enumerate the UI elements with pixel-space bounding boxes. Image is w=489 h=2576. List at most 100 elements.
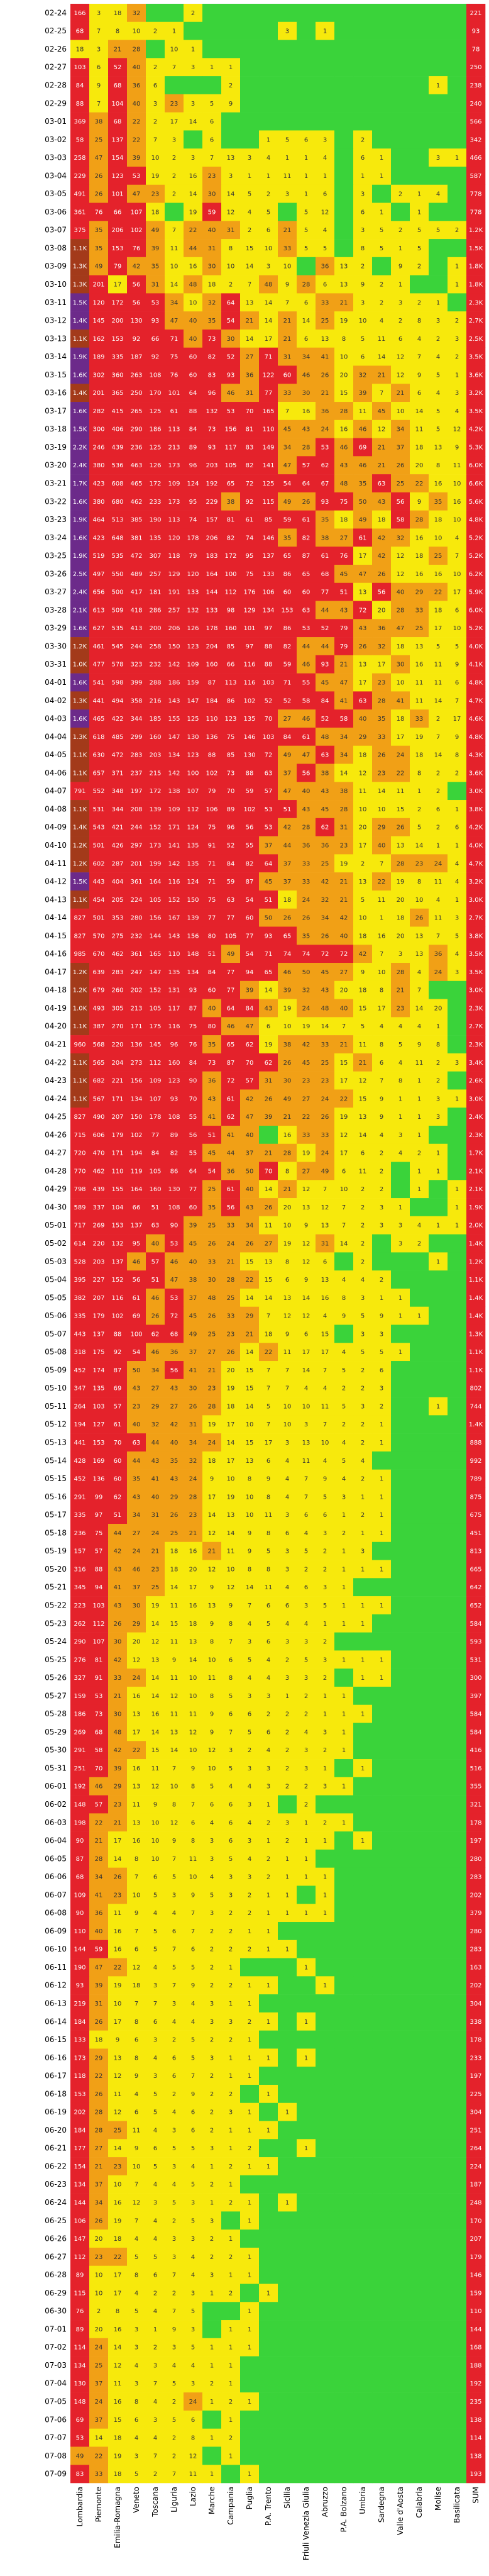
cell-value-label: 26 bbox=[378, 571, 386, 578]
cell-value-label: 91 bbox=[208, 842, 216, 849]
cell-value-label: 47 bbox=[340, 680, 348, 687]
cell-value-label: 106 bbox=[74, 2218, 85, 2224]
heatmap-cell bbox=[353, 2012, 373, 2031]
cell-value-label: 1.1K bbox=[73, 245, 87, 252]
heatmap-cell bbox=[221, 311, 241, 330]
cell-value-label: 2 bbox=[266, 1874, 270, 1881]
heatmap-cell bbox=[240, 184, 260, 203]
cell-value-label: 1 bbox=[455, 1096, 459, 1102]
cell-value-label: 4.7K bbox=[469, 697, 483, 704]
heatmap-cell bbox=[372, 1777, 392, 1796]
heatmap-cell bbox=[240, 21, 260, 40]
cell-value-label: 489 bbox=[130, 571, 142, 578]
cell-value-label: 11 bbox=[170, 1639, 179, 1646]
cell-value-label: 61 bbox=[227, 1096, 235, 1102]
heatmap-cell bbox=[448, 1777, 467, 1796]
cell-value-label: 40 bbox=[208, 1005, 216, 1012]
cell-value-label: 11 bbox=[415, 1060, 424, 1067]
cell-value-label: 584 bbox=[470, 1729, 481, 1736]
cell-value-label: 155 bbox=[111, 1186, 123, 1193]
cell-value-label: 42 bbox=[302, 1041, 310, 1048]
heatmap-cell bbox=[127, 438, 146, 457]
cell-value-label: 103 bbox=[262, 680, 274, 687]
cell-value-label: 123 bbox=[187, 643, 199, 650]
heatmap-cell bbox=[353, 1686, 373, 1706]
cell-value-label: 42 bbox=[133, 264, 141, 270]
cell-value-label: 51 bbox=[208, 951, 216, 958]
heatmap-cell bbox=[410, 419, 429, 438]
cell-value-label: 48 bbox=[189, 281, 197, 288]
heatmap-cell bbox=[297, 384, 316, 402]
heatmap-cell bbox=[70, 402, 90, 421]
cell-value-label: 10 bbox=[283, 1403, 292, 1410]
cell-value-label: 124 bbox=[187, 824, 199, 831]
cell-value-label: 134 bbox=[168, 752, 180, 759]
heatmap-cell bbox=[448, 40, 467, 58]
cell-value-label: 3 bbox=[248, 1765, 251, 1772]
cell-value-label: 40 bbox=[189, 1258, 197, 1265]
cell-value-label: 221 bbox=[111, 1078, 123, 1085]
cell-value-label: 464 bbox=[92, 517, 104, 524]
cell-value-label: 462 bbox=[92, 1168, 104, 1175]
heatmap-cell bbox=[259, 221, 278, 240]
cell-value-label: 47 bbox=[170, 1277, 179, 1284]
cell-value-label: 13 bbox=[208, 1602, 216, 1609]
cell-value-label: 16 bbox=[189, 173, 197, 180]
cell-value-label: 33 bbox=[415, 716, 424, 723]
cell-value-label: 10 bbox=[415, 897, 424, 904]
cell-value-label: 8 bbox=[229, 245, 233, 252]
cell-value-label: 19 bbox=[302, 1150, 310, 1157]
cell-value-label: 40 bbox=[378, 842, 386, 849]
cell-value-label: 97 bbox=[95, 1512, 103, 1519]
cell-value-label: 14 bbox=[265, 1295, 273, 1302]
cell-value-label: 124 bbox=[187, 879, 199, 886]
cell-value-label: 9 bbox=[135, 2073, 138, 2080]
heatmap-cell bbox=[410, 1849, 429, 1868]
cell-value-label: 5 bbox=[304, 209, 308, 216]
cell-value-label: 40 bbox=[246, 1186, 254, 1193]
cell-value-label: 441 bbox=[74, 1440, 85, 1446]
cell-value-label: 1.1K bbox=[469, 1349, 483, 1356]
cell-value-label: 2 bbox=[436, 716, 440, 723]
heatmap-cell bbox=[334, 221, 354, 240]
cell-value-label: 220 bbox=[111, 1041, 123, 1048]
cell-value-label: 1 bbox=[323, 1892, 327, 1899]
cell-value-label: 32 bbox=[302, 987, 310, 994]
cell-value-label: 2 bbox=[248, 227, 251, 234]
cell-value-label: 42 bbox=[378, 535, 386, 541]
cell-value-label: 2 bbox=[342, 1421, 346, 1428]
cell-value-label: 1 bbox=[417, 1186, 421, 1193]
cell-value-label: 34 bbox=[133, 1512, 141, 1519]
cell-value-label: 142 bbox=[168, 662, 180, 669]
cell-value-label: 165 bbox=[262, 408, 274, 415]
heatmap-cell bbox=[278, 58, 297, 77]
cell-value-label: 14 bbox=[265, 318, 273, 325]
cell-value-label: 5 bbox=[266, 209, 270, 216]
cell-value-label: 54 bbox=[283, 480, 292, 487]
heatmap-cell bbox=[108, 257, 128, 275]
cell-value-label: 166 bbox=[74, 10, 85, 17]
cell-value-label: 44 bbox=[227, 1150, 235, 1157]
cell-value-label: 10 bbox=[340, 354, 348, 361]
cell-value-label: 93 bbox=[189, 987, 197, 994]
cell-value-label: 2 bbox=[210, 2182, 214, 2189]
cell-value-label: 1 bbox=[436, 1258, 440, 1265]
cell-value-label: 17 bbox=[340, 1150, 348, 1157]
cell-value-label: 86 bbox=[283, 571, 292, 578]
cell-value-label: 280 bbox=[470, 1856, 481, 1863]
heatmap-cell bbox=[127, 112, 146, 131]
heatmap-cell bbox=[466, 148, 486, 167]
cell-value-label: 7 bbox=[191, 1801, 195, 1808]
cell-value-label: 5 bbox=[436, 227, 440, 234]
cell-value-label: 2 bbox=[323, 1819, 327, 1826]
cell-value-label: 2 bbox=[285, 1765, 289, 1772]
cell-value-label: 1 bbox=[248, 2254, 251, 2261]
cell-value-label: 8 bbox=[116, 28, 119, 35]
cell-value-label: 21 bbox=[189, 1530, 197, 1537]
heatmap-cell bbox=[353, 166, 373, 186]
heatmap-cell bbox=[391, 1849, 410, 1868]
cell-value-label: 17 bbox=[227, 1458, 235, 1465]
heatmap-cell bbox=[410, 184, 429, 203]
cell-value-label: 36 bbox=[378, 625, 386, 632]
cell-value-label: 304 bbox=[470, 2001, 481, 2007]
